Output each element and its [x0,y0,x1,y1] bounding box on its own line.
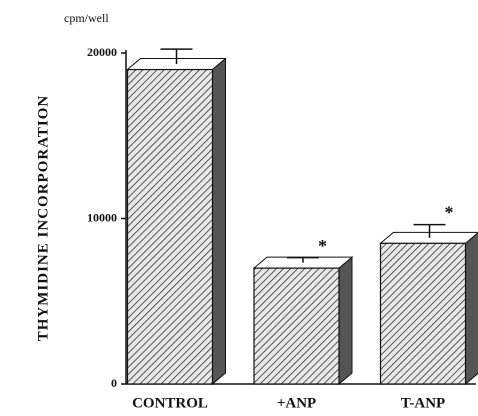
error-bar [413,223,446,238]
bar-side [338,256,353,386]
significance-marker: * [318,236,327,256]
bar [253,267,340,385]
bar [126,68,214,385]
bar [379,242,467,385]
y-axis-title: THYMIDINE INCORPORATION [35,95,51,341]
error-bar [160,48,193,65]
bar-side [465,232,478,386]
error-bar [287,256,319,263]
x-tick-label: CONTROL [132,395,208,411]
y-tick-label: 20000 [87,45,117,59]
bar-side [212,57,226,386]
unit-label: cpm/well [64,11,109,25]
y-tick-label: 10000 [87,210,117,224]
x-tick-label: +ANP [277,395,316,411]
y-tick-label: 0 [111,376,117,390]
x-tick-label: T-ANP [401,395,445,411]
significance-marker: * [445,203,454,223]
